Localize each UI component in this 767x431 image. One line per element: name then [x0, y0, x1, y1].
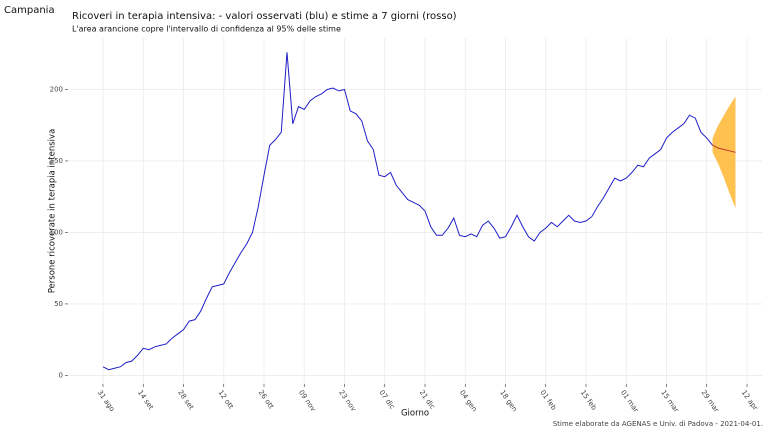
series-line	[712, 144, 736, 153]
x-tick-label: 12 apr	[740, 389, 760, 412]
x-tick-label: 12 ott	[216, 389, 235, 411]
x-tick-label: 01 feb	[538, 389, 558, 412]
series-line	[102, 52, 713, 371]
y-tick-label: 0	[59, 371, 63, 379]
y-axis-label: Persone ricoverate in terapia intensiva	[48, 129, 58, 294]
x-tick-label: 01 mar	[619, 389, 640, 414]
y-tick-label: 200	[50, 85, 63, 93]
chart-title: Ricoveri in terapia intensiva: - valori …	[72, 11, 457, 22]
x-tick-label: 14 set	[136, 389, 155, 412]
x-tick-label: 18 gen	[498, 389, 519, 414]
panel-header: Campania	[4, 5, 55, 16]
y-tick-label: 150	[50, 157, 63, 165]
x-tick-label: 09 nov	[297, 389, 317, 413]
y-tick-label: 50	[54, 300, 63, 308]
x-tick-label: 15 mar	[659, 389, 680, 414]
x-tick-label: 26 ott	[257, 389, 276, 411]
caption: Stime elaborate da AGENAS e Univ. di Pad…	[553, 420, 763, 428]
x-tick-label: 29 mar	[699, 389, 720, 414]
x-tick-label: 31 ago	[96, 389, 116, 413]
confidence-band	[712, 96, 736, 209]
x-tick-label: 28 set	[176, 389, 195, 412]
x-tick-label: 07 dic	[377, 389, 396, 411]
x-tick-label: 15 feb	[579, 389, 599, 412]
x-axis-label: Giorno	[401, 409, 429, 419]
chart-subtitle: L'area arancione copre l'intervallo di c…	[72, 25, 341, 34]
x-tick-label: 23 nov	[337, 389, 357, 413]
y-tick-label: 100	[50, 228, 63, 236]
x-tick-label: 04 gen	[458, 389, 479, 414]
